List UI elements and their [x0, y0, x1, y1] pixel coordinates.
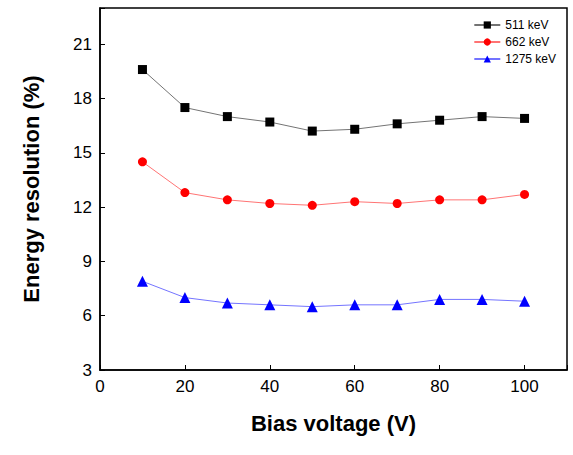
svg-text:662 keV: 662 keV [505, 35, 549, 49]
svg-text:6: 6 [83, 306, 92, 325]
svg-text:15: 15 [73, 143, 92, 162]
svg-text:9: 9 [83, 252, 92, 271]
svg-text:Energy resolution (%): Energy resolution (%) [19, 75, 44, 302]
svg-text:3: 3 [83, 361, 92, 380]
svg-text:511 keV: 511 keV [505, 18, 548, 32]
svg-text:21: 21 [73, 35, 92, 54]
svg-text:60: 60 [345, 377, 364, 396]
svg-text:20: 20 [175, 377, 194, 396]
svg-text:12: 12 [73, 198, 92, 217]
svg-text:100: 100 [510, 377, 538, 396]
svg-text:18: 18 [73, 89, 92, 108]
svg-text:Bias voltage (V): Bias voltage (V) [251, 411, 416, 436]
svg-text:0: 0 [95, 377, 104, 396]
svg-text:40: 40 [260, 377, 279, 396]
svg-text:1275 keV: 1275 keV [505, 52, 556, 66]
svg-text:80: 80 [430, 377, 449, 396]
